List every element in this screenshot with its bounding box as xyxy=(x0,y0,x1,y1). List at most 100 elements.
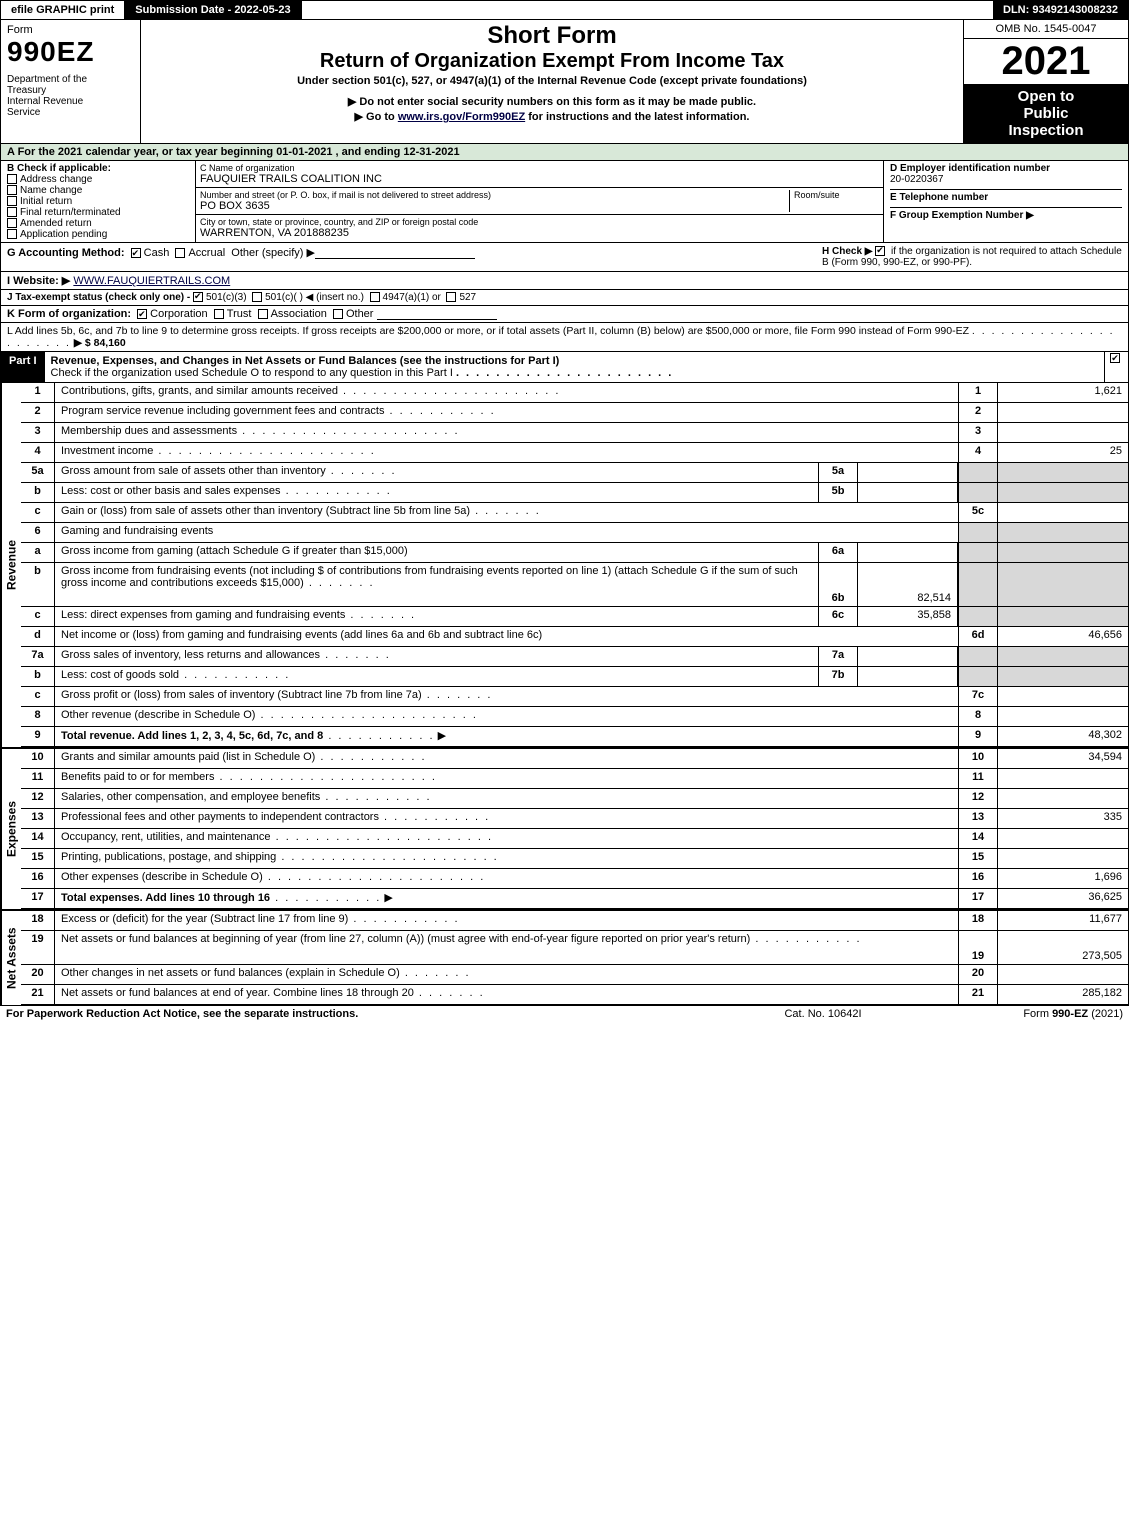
b-opt-4: Amended return xyxy=(20,218,92,229)
l19-desc: Net assets or fund balances at beginning… xyxy=(55,931,958,964)
l20-val xyxy=(998,965,1128,984)
l5a-ev-shade xyxy=(998,463,1128,482)
irs-link[interactable]: www.irs.gov/Form990EZ xyxy=(398,111,525,123)
part-i-check[interactable] xyxy=(1110,353,1120,363)
line-12: 12 Salaries, other compensation, and emp… xyxy=(21,789,1129,809)
h-check[interactable] xyxy=(875,246,885,256)
l11-num: 11 xyxy=(21,769,55,788)
j-501c-check[interactable] xyxy=(252,292,262,302)
part-i-badge: Part I xyxy=(1,352,45,382)
l12-val xyxy=(998,789,1128,808)
l-text: L Add lines 5b, 6c, and 7b to line 9 to … xyxy=(7,325,969,337)
l15-num: 15 xyxy=(21,849,55,868)
k-other-check[interactable] xyxy=(333,309,343,319)
l13-en: 13 xyxy=(958,809,998,828)
header-block: Form 990EZ Department of theTreasuryInte… xyxy=(0,20,1129,144)
netassets-side-label: Net Assets xyxy=(1,911,21,1005)
l5a-desc: Gross amount from sale of assets other t… xyxy=(55,463,818,482)
f-label: F Group Exemption Number ▶ xyxy=(890,207,1122,221)
b-opt-final[interactable]: Final return/terminated xyxy=(7,207,189,218)
open-line2: Public xyxy=(1023,105,1068,122)
g-accrual-check[interactable] xyxy=(175,248,185,258)
b-label: B Check if applicable: xyxy=(7,163,189,174)
j-527-check[interactable] xyxy=(446,292,456,302)
j-o3: 4947(a)(1) or xyxy=(383,292,441,303)
l6b-sn: 6b xyxy=(818,563,858,606)
line-15: 15 Printing, publications, postage, and … xyxy=(21,849,1129,869)
k-label: K Form of organization: xyxy=(7,308,131,320)
k-trust-check[interactable] xyxy=(214,309,224,319)
section-c: C Name of organization FAUQUIER TRAILS C… xyxy=(196,161,883,242)
line-18: 18 Excess or (deficit) for the year (Sub… xyxy=(21,911,1129,931)
g-cash-check[interactable] xyxy=(131,248,141,258)
line-1: 1 Contributions, gifts, grants, and simi… xyxy=(21,383,1129,403)
j-4947-check[interactable] xyxy=(370,292,380,302)
l19-en: 19 xyxy=(958,931,998,964)
b-opt-address[interactable]: Address change xyxy=(7,174,189,185)
footer-left: For Paperwork Reduction Act Notice, see … xyxy=(6,1008,723,1020)
l16-num: 16 xyxy=(21,869,55,888)
b-opt-pending[interactable]: Application pending xyxy=(7,229,189,240)
l6b-ev-shade xyxy=(998,563,1128,606)
k-assoc-check[interactable] xyxy=(258,309,268,319)
form-number: 990EZ xyxy=(7,36,134,68)
l13-desc: Professional fees and other payments to … xyxy=(55,809,958,828)
i-label: I Website: ▶ xyxy=(7,275,70,287)
line-6c: c Less: direct expenses from gaming and … xyxy=(21,607,1129,627)
bcd-block: B Check if applicable: Address change Na… xyxy=(0,161,1129,243)
efile-tab[interactable]: efile GRAPHIC print xyxy=(1,1,125,19)
l11-desc: Benefits paid to or for members xyxy=(55,769,958,788)
l7a-desc: Gross sales of inventory, less returns a… xyxy=(55,647,818,666)
g-accrual: Accrual xyxy=(188,247,225,259)
b-opt-3: Final return/terminated xyxy=(20,207,121,218)
l6c-desc: Less: direct expenses from gaming and fu… xyxy=(55,607,818,626)
website-link[interactable]: WWW.FAUQUIERTRAILS.COM xyxy=(73,275,230,287)
line-6d: d Net income or (loss) from gaming and f… xyxy=(21,627,1129,647)
top-bar: efile GRAPHIC print Submission Date - 20… xyxy=(0,0,1129,20)
l5a-sv xyxy=(858,463,958,482)
j-o1: 501(c)(3) xyxy=(206,292,247,303)
line-5a: 5a Gross amount from sale of assets othe… xyxy=(21,463,1129,483)
l5c-en: 5c xyxy=(958,503,998,522)
line-7c: c Gross profit or (loss) from sales of i… xyxy=(21,687,1129,707)
c-street-row: Number and street (or P. O. box, if mail… xyxy=(196,188,883,215)
g-other-blank[interactable] xyxy=(315,258,475,259)
tax-year: 2021 xyxy=(964,39,1128,84)
b-opt-name[interactable]: Name change xyxy=(7,185,189,196)
l6-desc: Gaming and fundraising events xyxy=(55,523,958,542)
part-i-title: Revenue, Expenses, and Changes in Net As… xyxy=(45,352,1104,382)
l14-val xyxy=(998,829,1128,848)
l5a-num: 5a xyxy=(21,463,55,482)
l4-desc: Investment income xyxy=(55,443,958,462)
line-3: 3 Membership dues and assessments 3 xyxy=(21,423,1129,443)
line-l: L Add lines 5b, 6c, and 7b to line 9 to … xyxy=(0,323,1129,352)
revenue-side-label: Revenue xyxy=(1,383,21,747)
line-11: 11 Benefits paid to or for members 11 xyxy=(21,769,1129,789)
l21-en: 21 xyxy=(958,985,998,1004)
l8-en: 8 xyxy=(958,707,998,726)
l13-val: 335 xyxy=(998,809,1128,828)
l17-en: 17 xyxy=(958,889,998,908)
k-corp-check[interactable] xyxy=(137,309,147,319)
l6d-val: 46,656 xyxy=(998,627,1128,646)
line-6b: b Gross income from fundraising events (… xyxy=(21,563,1129,607)
line-5b: b Less: cost or other basis and sales ex… xyxy=(21,483,1129,503)
c-city-row: City or town, state or province, country… xyxy=(196,215,883,241)
l2-desc: Program service revenue including govern… xyxy=(55,403,958,422)
l5b-desc: Less: cost or other basis and sales expe… xyxy=(55,483,818,502)
k-other-blank[interactable] xyxy=(377,319,497,320)
b-opt-initial[interactable]: Initial return xyxy=(7,196,189,207)
l6c-sn: 6c xyxy=(818,607,858,626)
b-opt-amended[interactable]: Amended return xyxy=(7,218,189,229)
netassets-section: Net Assets 18 Excess or (deficit) for th… xyxy=(0,909,1129,1005)
b-opt-0: Address change xyxy=(20,174,92,185)
j-501c3-check[interactable] xyxy=(193,292,203,302)
l5b-ev-shade xyxy=(998,483,1128,502)
c-city-label: City or town, state or province, country… xyxy=(200,217,879,227)
l20-en: 20 xyxy=(958,965,998,984)
topbar-spacer xyxy=(302,1,993,19)
l2-en: 2 xyxy=(958,403,998,422)
l7c-val xyxy=(998,687,1128,706)
l7a-sv xyxy=(858,647,958,666)
l8-desc: Other revenue (describe in Schedule O) xyxy=(55,707,958,726)
